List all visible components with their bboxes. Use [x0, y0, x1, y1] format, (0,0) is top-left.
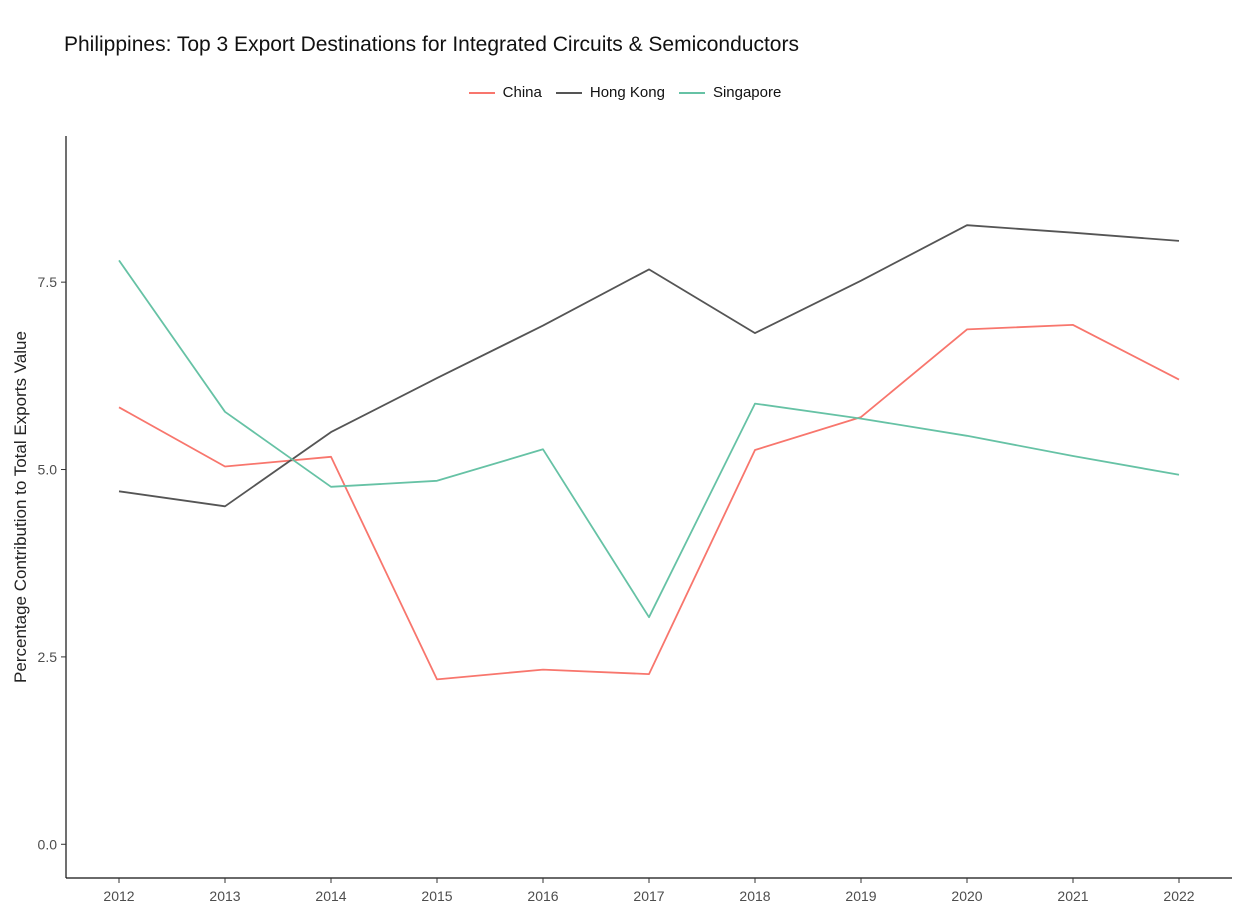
x-tick-label: 2019 — [845, 888, 876, 904]
x-tick-label: 2014 — [315, 888, 346, 904]
legend-label-hong-kong: Hong Kong — [589, 84, 665, 101]
series-line-singapore — [118, 259, 1180, 619]
legend-item-singapore: Singapore — [678, 84, 782, 101]
legend-key-hong-kong — [555, 91, 582, 94]
chart-title: Philippines: Top 3 Export Destinations f… — [64, 33, 799, 56]
y-tick-label: 5.0 — [38, 462, 58, 478]
legend-key-china — [468, 91, 495, 94]
legend-item-hong-kong: Hong Kong — [555, 84, 665, 101]
x-tick-label: 2017 — [633, 888, 664, 904]
legend-label-singapore: Singapore — [712, 84, 782, 101]
x-tick-label: 2018 — [739, 888, 770, 904]
x-tick-label: 2013 — [209, 888, 240, 904]
x-tick-label: 2022 — [1163, 888, 1194, 904]
x-tick-label: 2012 — [103, 888, 134, 904]
legend-key-singapore — [678, 91, 705, 94]
x-tick-label: 2015 — [421, 888, 452, 904]
series-line-hong-kong — [118, 224, 1180, 508]
x-tick-label: 2021 — [1057, 888, 1088, 904]
legend-label-china: China — [502, 84, 542, 101]
x-tick-label: 2016 — [527, 888, 558, 904]
legend: China Hong Kong Singapore — [0, 84, 1250, 101]
axes: 0.0 2.5 5.0 7.5 2012 2013 2014 2015 2016 2017 2018… — [38, 136, 1232, 904]
y-tick-label: 7.5 — [38, 274, 58, 290]
y-tick-label: 2.5 — [38, 649, 58, 665]
y-axis-label: Percentage Contribution to Total Exports… — [11, 331, 30, 683]
legend-item-china: China — [468, 84, 542, 101]
series-lines — [118, 224, 1180, 681]
x-tick-label: 2020 — [951, 888, 982, 904]
y-tick-label: 0.0 — [38, 836, 58, 852]
series-line-china — [118, 323, 1180, 681]
